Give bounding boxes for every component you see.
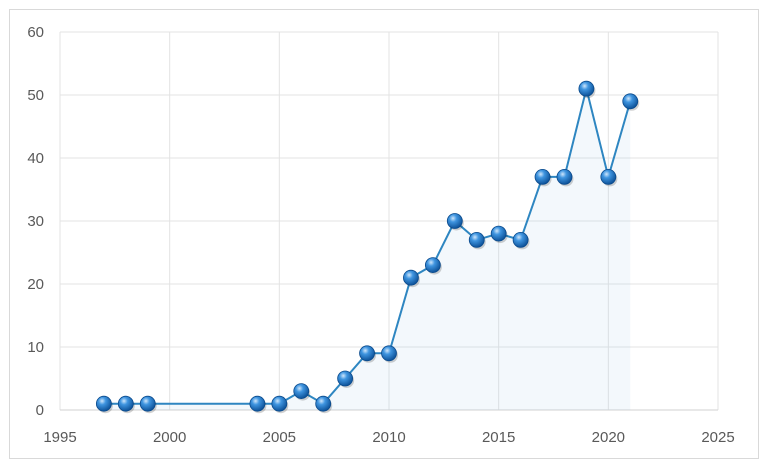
y-tick-label: 20	[27, 276, 44, 293]
data-point	[512, 231, 529, 248]
data-point	[249, 395, 266, 412]
markers	[95, 80, 640, 414]
y-tick-label: 30	[27, 213, 44, 230]
data-point	[424, 257, 441, 274]
x-tick-label: 2010	[372, 429, 405, 446]
y-tick-label: 60	[27, 24, 44, 41]
series-area	[103, 88, 631, 410]
data-point	[271, 395, 288, 412]
tick-labels: 0 10 20 30 40 50 60 1995 2000 2005 2010 2015 2020 202…	[27, 24, 734, 446]
y-tick-label: 40	[27, 150, 44, 167]
data-point	[534, 168, 551, 185]
data-point	[293, 383, 310, 400]
data-point	[622, 93, 639, 110]
data-point	[337, 370, 354, 387]
x-tick-label: 1995	[43, 429, 76, 446]
data-point	[117, 395, 134, 412]
data-point	[381, 345, 397, 362]
data-point	[468, 231, 485, 248]
data-point	[139, 395, 156, 412]
y-tick-label: 0	[36, 402, 44, 419]
gridlines	[59, 31, 719, 410]
data-point	[578, 80, 595, 97]
chart-frame	[9, 9, 759, 459]
data-point	[446, 213, 463, 229]
data-point	[403, 269, 419, 286]
data-point	[556, 168, 573, 185]
data-point	[315, 395, 332, 412]
y-tick-label: 10	[27, 339, 44, 356]
y-tick-label: 50	[27, 87, 44, 104]
data-point	[490, 225, 507, 242]
x-tick-label: 2005	[263, 429, 296, 446]
data-point	[600, 168, 617, 185]
x-tick-label: 2020	[592, 429, 625, 446]
x-tick-label: 2015	[482, 429, 515, 446]
x-tick-label: 2000	[153, 429, 186, 446]
x-tick-label: 2025	[701, 429, 734, 446]
data-point	[359, 345, 375, 362]
data-point	[95, 395, 112, 412]
